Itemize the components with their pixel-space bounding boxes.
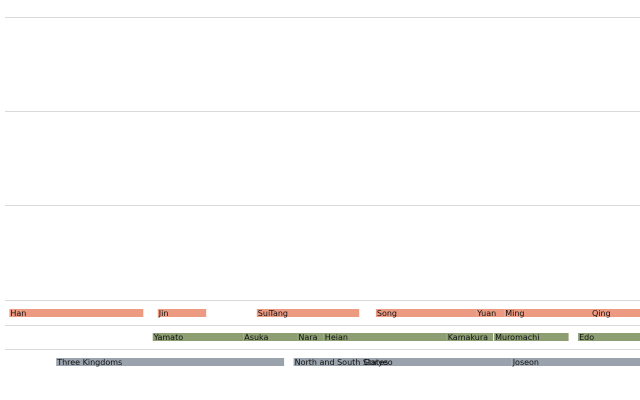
period-bar-2-3 (511, 358, 640, 366)
period-label-0-5: Yuan (476, 309, 496, 318)
period-label-0-4: Song (377, 309, 397, 318)
period-label-2-2: Goryeo (364, 358, 393, 367)
period-bars (9, 309, 640, 366)
period-bar-1-5 (494, 333, 569, 341)
period-bar-1-2 (297, 333, 324, 341)
period-label-0-1: Jin (158, 309, 169, 318)
period-label-1-1: Asuka (244, 333, 268, 342)
period-bar-2-1 (293, 358, 366, 366)
period-label-1-4: Kamakura (448, 333, 488, 342)
period-bar-1-6 (578, 333, 640, 341)
period-bar-0-3 (268, 309, 360, 317)
period-bar-2-0 (56, 358, 285, 366)
period-label-0-6: Ming (505, 309, 524, 318)
period-label-1-5: Muromachi (495, 333, 539, 342)
period-bar-1-1 (243, 333, 298, 341)
period-label-0-3: Tang (268, 309, 288, 318)
period-label-0-7: Qing (592, 309, 611, 318)
period-bar-0-7 (591, 309, 640, 317)
period-label-0-2: Sui (258, 309, 270, 318)
period-bar-2-2 (362, 358, 512, 366)
period-label-2-0: Three Kingdoms (56, 358, 122, 367)
period-label-1-2: Nara (298, 333, 317, 342)
period-label-1-3: Heian (325, 333, 348, 342)
period-label-1-6: Edo (579, 333, 594, 342)
period-bar-0-1 (157, 309, 207, 317)
period-label-2-3: Joseon (512, 358, 539, 367)
period-bar-0-5 (476, 309, 505, 317)
period-label-2-1: North and South States (295, 358, 389, 367)
period-bar-1-4 (446, 333, 494, 341)
period-bar-0-4 (375, 309, 477, 317)
period-bar-1-0 (152, 333, 244, 341)
period-label-0-0: Han (10, 309, 26, 318)
period-labels: Han Jin Sui Tang Song Yuan Ming Qing Yamato Asuka… (10, 309, 610, 367)
gridlines (5, 17, 640, 350)
period-bar-0-6 (504, 309, 591, 317)
period-bar-1-3 (323, 333, 447, 341)
period-bar-0-2 (256, 309, 269, 317)
period-label-1-0: Yamato (153, 333, 184, 342)
period-bar-0-0 (9, 309, 144, 317)
